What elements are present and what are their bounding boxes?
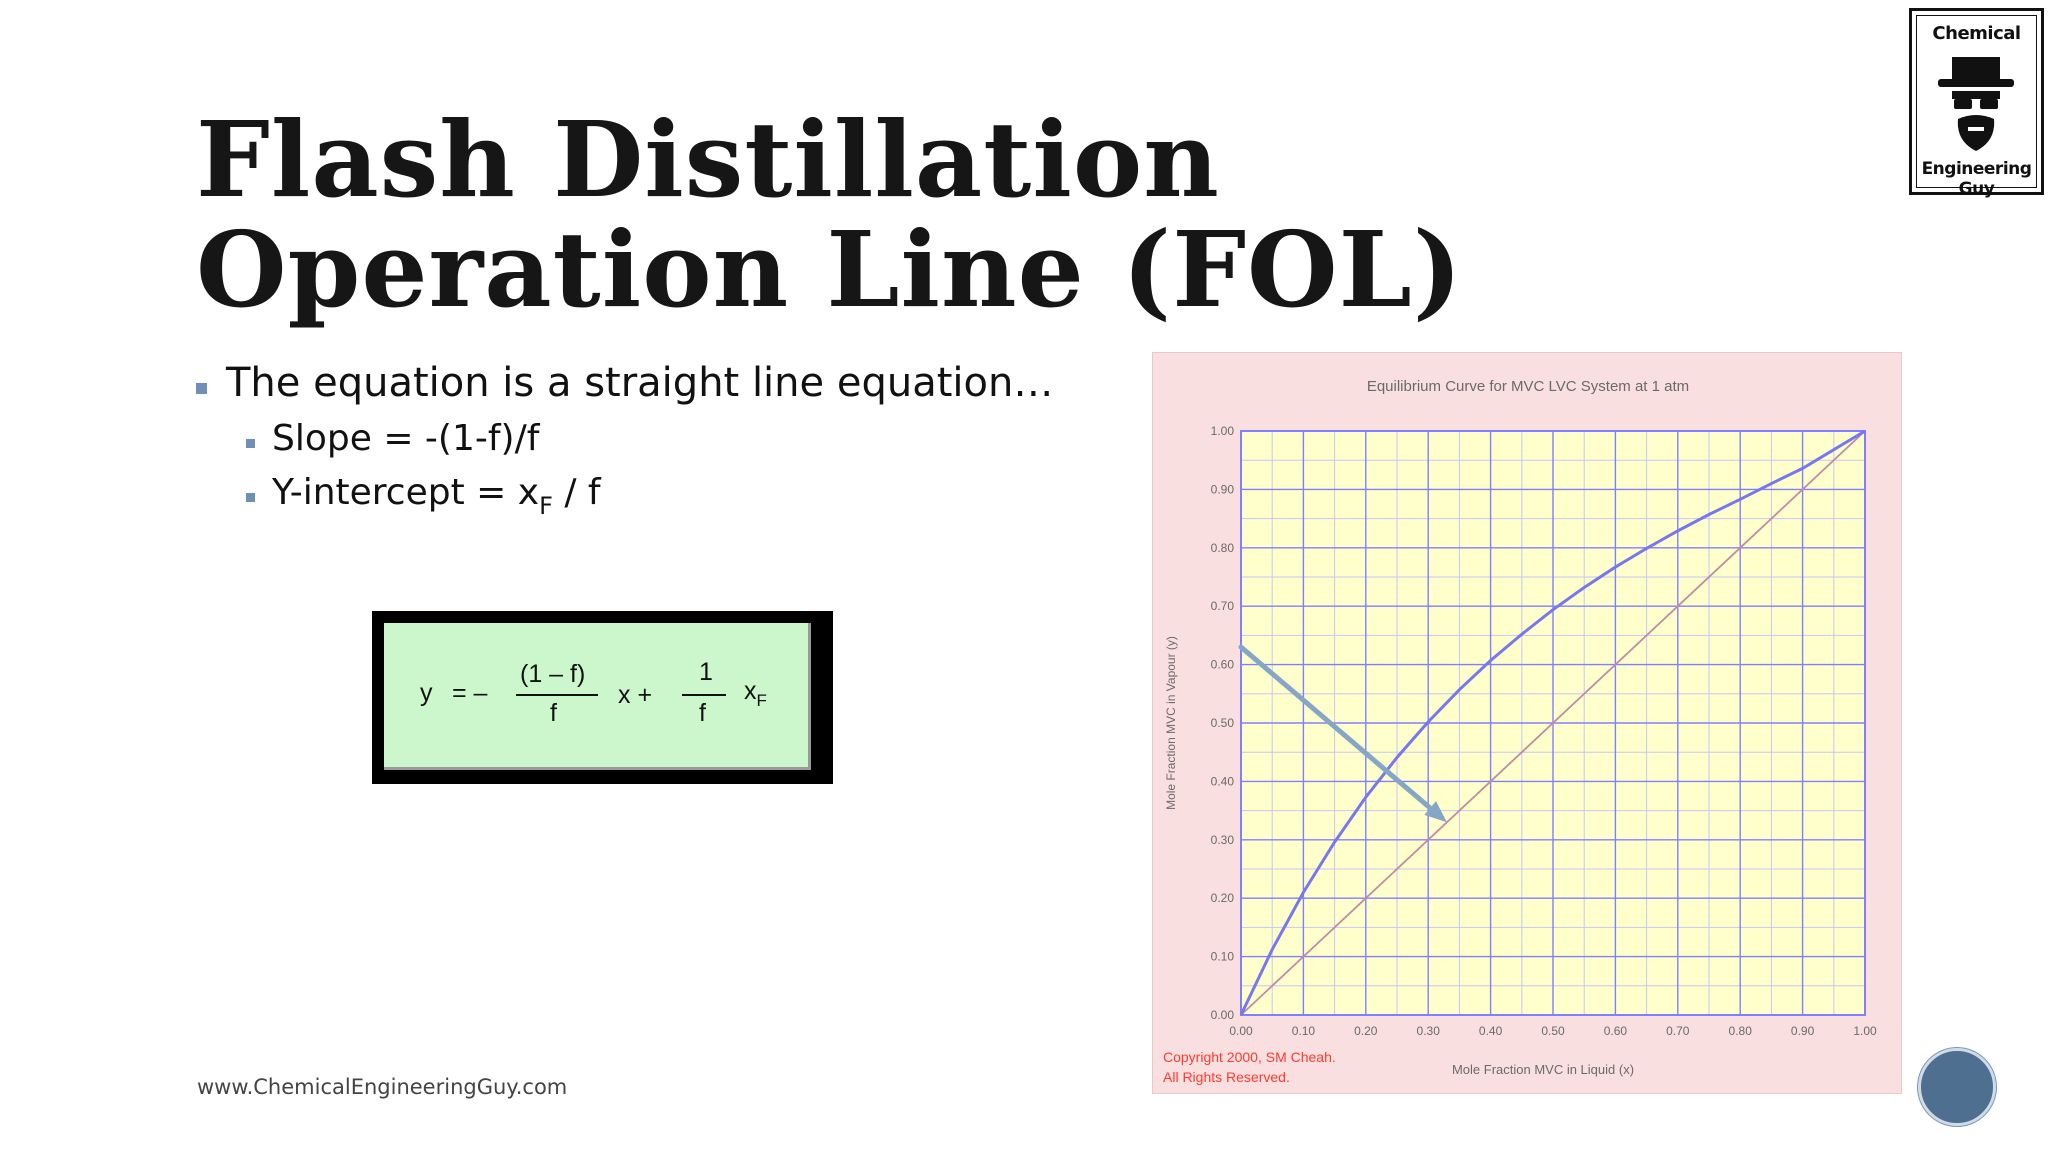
title-line-1: Flash Distillation (196, 98, 1220, 221)
y-axis-ticks: 0.00 0.10 0.20 0.30 0.40 0.50 0.60 0.70 0.80 0.90… (1211, 424, 1235, 1022)
bullet-marker (196, 383, 207, 394)
bullet-intercept: Y-intercept = xF / f (272, 472, 601, 520)
y-tick-label: 0.70 (1211, 599, 1235, 613)
x-tick-label: 0.90 (1791, 1024, 1815, 1038)
slide-title: Flash Distillation Operation Line (FOL) (196, 105, 1463, 325)
bullet-main: The equation is a straight line equation… (226, 360, 1054, 406)
fol-arrow-head (1424, 801, 1447, 823)
logo-frame (1916, 15, 2037, 188)
y-tick-label: 0.30 (1211, 833, 1235, 847)
eq-x-plus: x + (618, 681, 653, 709)
x-tick-label: 0.80 (1729, 1024, 1753, 1038)
equilibrium-chart: Equilibrium Curve for MVC LVC System at … (1152, 352, 1902, 1094)
series-layer (1239, 429, 1866, 1016)
logo-top-text: Chemical (1932, 23, 2021, 44)
y-tick-label: 0.90 (1211, 482, 1235, 496)
chart-title: Equilibrium Curve for MVC LVC System at … (1367, 378, 1689, 395)
x-tick-label: 0.10 (1292, 1024, 1316, 1038)
x-axis-label: Mole Fraction MVC in Liquid (x) (1452, 1062, 1634, 1077)
x-tick-label: 1.00 (1853, 1024, 1877, 1038)
intercept-subscript: F (539, 492, 553, 520)
annotation-layer (1238, 644, 1447, 823)
copyright-line-2: All Rights Reserved. (1163, 1069, 1290, 1085)
x-tick-label: 0.20 (1354, 1024, 1378, 1038)
y-tick-label: 0.50 (1211, 716, 1235, 730)
channel-logo: Chemical Engineering Guy (1909, 8, 2044, 199)
eq-numerator-2: 1 (699, 658, 713, 686)
bullet-marker (246, 439, 255, 448)
eq-xf-x: x (744, 677, 757, 705)
bullet-slope: Slope = -(1-f)/f (272, 418, 540, 459)
eq-numerator-1: (1 – f) (520, 660, 586, 688)
x-tick-label: 0.00 (1229, 1024, 1253, 1038)
bullet-marker (246, 493, 255, 502)
y-axis-label: Mole Fraction MVC in Vapour (y) (1164, 636, 1178, 810)
y-tick-label: 0.00 (1211, 1008, 1235, 1022)
x-axis-ticks: 0.00 0.10 0.20 0.30 0.40 0.50 0.60 0.70 0.80 0.90… (1229, 1024, 1877, 1038)
eq-xf: xF (744, 677, 767, 711)
major-grid (1240, 430, 1866, 1016)
eq-fraction-bar-2 (682, 694, 726, 696)
x-tick-label: 0.70 (1666, 1024, 1690, 1038)
eq-denominator-1: f (550, 699, 557, 727)
y-tick-label: 0.10 (1211, 950, 1235, 964)
x-tick-label: 0.40 (1479, 1024, 1503, 1038)
footer-url[interactable]: www.ChemicalEngineeringGuy.com (197, 1075, 568, 1099)
copyright-line-1: Copyright 2000, SM Cheah. (1163, 1049, 1336, 1065)
eq-equals-minus: = – (452, 679, 488, 707)
x-tick-label: 0.30 (1417, 1024, 1441, 1038)
chart-copyright: Copyright 2000, SM Cheah. All Rights Res… (1163, 1047, 1336, 1087)
equation-panel: y = – (1 – f) f x + 1 f xF (384, 623, 811, 770)
eq-xf-subscript: F (756, 691, 767, 710)
eq-fraction-bar-1 (516, 694, 598, 696)
eq-denominator-2: f (699, 699, 706, 727)
y-tick-label: 0.20 (1211, 891, 1235, 905)
man-with-hat-glasses-beard-icon (1938, 57, 2014, 151)
y-tick-label: 0.40 (1211, 774, 1235, 788)
intercept-suffix: / f (552, 472, 601, 513)
eq-y: y (420, 679, 433, 707)
plot-border (1240, 430, 1866, 1016)
navigation-button[interactable] (1918, 1048, 1996, 1126)
diagonal-line (1240, 430, 1866, 1016)
y-tick-label: 0.60 (1211, 658, 1235, 672)
x-tick-label: 0.60 (1604, 1024, 1628, 1038)
y-tick-label: 0.80 (1211, 541, 1235, 555)
logo-bottom-text: Engineering Guy (1921, 159, 2032, 199)
title-line-2: Operation Line (FOL) (196, 208, 1463, 331)
x-tick-label: 0.50 (1541, 1024, 1565, 1038)
equilibrium-curve (1239, 429, 1866, 1016)
fol-arrow-shaft (1238, 644, 1433, 811)
equilibrium-chart-svg: Equilibrium Curve for MVC LVC System at … (1164, 378, 1877, 1077)
y-tick-label: 1.00 (1211, 424, 1235, 438)
intercept-prefix: Y-intercept = x (272, 472, 540, 513)
equation-box: y = – (1 – f) f x + 1 f xF (372, 611, 833, 784)
